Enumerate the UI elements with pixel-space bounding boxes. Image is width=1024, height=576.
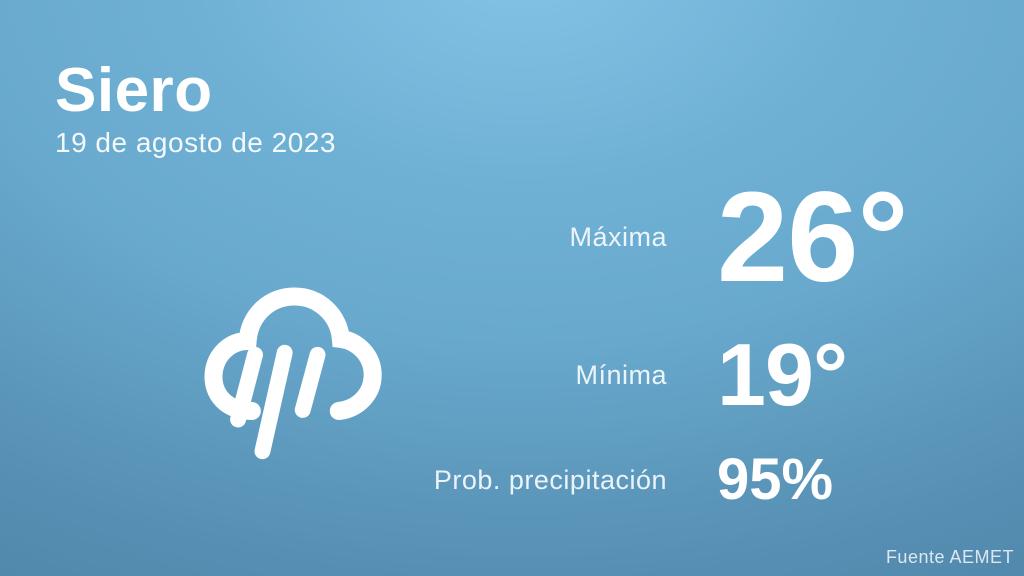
rain-streak-right [294, 346, 326, 418]
precipitation-value: 95% [717, 447, 834, 512]
precipitation-label: Prob. precipitación [433, 464, 667, 495]
max-temp-label: Máxima [569, 222, 667, 252]
cloud-outline [204, 287, 382, 421]
min-temp-row: Mínima 19° [417, 322, 1007, 428]
rain-cloud-svg [204, 287, 382, 460]
rain-streak-left [230, 346, 263, 428]
min-temp-label: Mínima [575, 359, 667, 390]
min-temp-value: 19° [717, 325, 848, 424]
page-title: Siero [55, 56, 213, 125]
source-attribution: Fuente AEMET [885, 547, 1014, 567]
max-temp-value: 26° [717, 165, 909, 309]
forecast-date: 19 de agosto de 2023 [55, 127, 336, 159]
max-temp-row: Máxima 26° [417, 165, 1007, 310]
header: Siero 19 de agosto de 2023 [55, 58, 336, 159]
precipitation-row: Prob. precipitación 95% [417, 448, 1007, 512]
rain-streak-middle [254, 344, 293, 460]
rain-cloud-icon [184, 252, 396, 464]
